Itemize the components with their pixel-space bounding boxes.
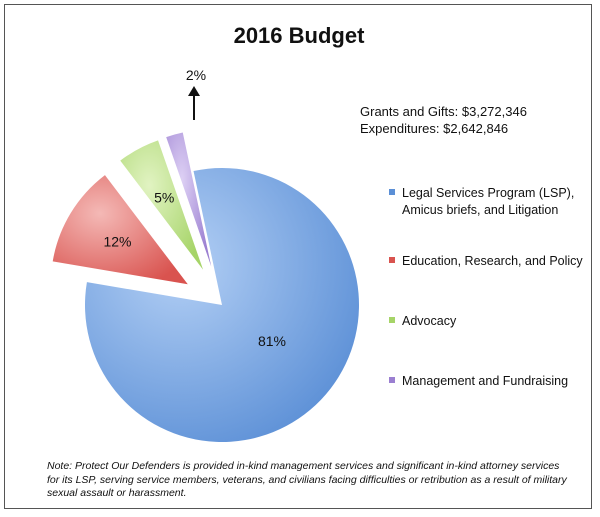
grants-total: Grants and Gifts: $3,272,346	[360, 104, 527, 119]
legend-item-advocacy: Advocacy	[389, 313, 457, 330]
slice-label-advocacy: 5%	[154, 189, 174, 205]
footnote: Note: Protect Our Defenders is provided …	[47, 460, 567, 499]
legend-item-lsp: Legal Services Program (LSP), Amicus bri…	[389, 185, 588, 219]
callout-arrow-head	[188, 86, 200, 96]
legend-label-management: Management and Fundraising	[402, 374, 569, 388]
legend-item-management: Management and Fundraising	[389, 373, 569, 390]
slice-advocacy	[120, 140, 204, 270]
legend-swatch-education	[389, 257, 395, 263]
legend-swatch-management	[389, 377, 395, 383]
slice-label-lsp: 81%	[258, 333, 286, 349]
slice-label-education: 12%	[103, 234, 131, 250]
expenditures-total: Expenditures: $2,642,846	[360, 121, 509, 136]
slice-management	[166, 132, 212, 267]
legend-item-education: Education, Research, and Policy	[389, 253, 583, 270]
budget-totals: Grants and Gifts: $3,272,346 Expenditure…	[360, 103, 527, 137]
legend-label-lsp: Legal Services Program (LSP), Amicus bri…	[402, 186, 575, 217]
slice-label-management: 2%	[186, 67, 206, 83]
legend-label-advocacy: Advocacy	[402, 314, 457, 328]
chart-title: 2016 Budget	[233, 23, 365, 48]
slice-education	[52, 175, 188, 285]
legend-label-education: Education, Research, and Policy	[402, 254, 583, 268]
legend-swatch-advocacy	[389, 317, 395, 323]
slice-lsp	[84, 168, 359, 442]
legend-swatch-lsp	[389, 189, 395, 195]
